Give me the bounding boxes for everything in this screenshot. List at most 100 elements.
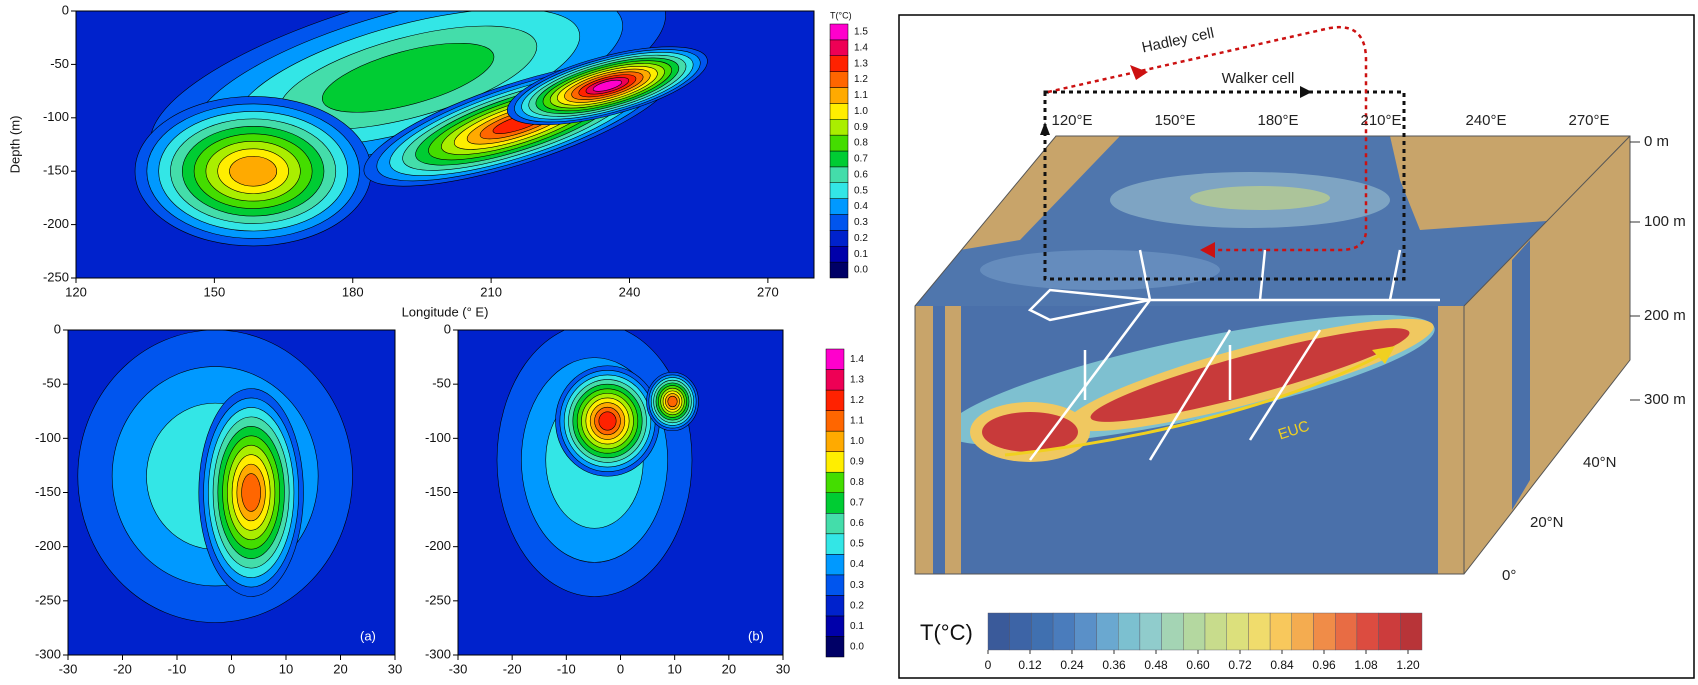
colorbar-swatch — [830, 56, 848, 72]
colorbar-swatch — [1270, 613, 1292, 650]
y-tick-label: 0 — [54, 321, 61, 336]
y-tick-label: -250 — [35, 592, 61, 607]
colorbar-tick-label: 0.9 — [854, 122, 868, 133]
contour-field — [68, 330, 395, 655]
y-tick-label: -250 — [43, 269, 69, 284]
colorbar-tick-label: 0.1 — [850, 621, 864, 632]
x-tick-label: 180 — [342, 284, 364, 299]
colorbar-tick-label: 1.3 — [850, 374, 864, 385]
colorbar-tick-label: 0.4 — [850, 559, 864, 570]
colorbar-tick-label: 0.84 — [1270, 658, 1294, 672]
colorbar-swatch — [830, 72, 848, 88]
colorbar-tick-label: 0.8 — [850, 477, 864, 488]
panel-label: (b) — [748, 628, 764, 643]
y-tick-label: -100 — [425, 430, 451, 445]
longitude-label: 270°E — [1568, 112, 1609, 129]
latitude-label: 0° — [1502, 567, 1516, 584]
colorbar-tick-label: 0.4 — [854, 201, 868, 212]
colorbar-tick-label: 0.1 — [854, 249, 868, 260]
colorbar-swatch — [1400, 613, 1422, 650]
contour-level — [242, 474, 261, 512]
y-tick-label: -200 — [43, 216, 69, 231]
colorbar-swatch — [1053, 613, 1075, 650]
colorbar-swatch — [830, 246, 848, 262]
x-tick-label: 10 — [667, 661, 681, 676]
x-tick-label: -20 — [113, 661, 132, 676]
colorbar-tick-label: 0.48 — [1144, 658, 1168, 672]
colorbar-swatch — [1031, 613, 1053, 650]
colorbar-swatch — [830, 40, 848, 56]
side-ocean — [1512, 240, 1530, 510]
walker-label: Walker cell — [1222, 70, 1295, 87]
y-tick-label: -300 — [425, 646, 451, 661]
colorbar-tick-label: 1.2 — [850, 395, 864, 406]
colorbar-tick-label: 1.3 — [854, 58, 868, 69]
colorbar-swatch — [826, 513, 844, 534]
depth-label: 200 m — [1644, 307, 1686, 324]
colorbar-swatch — [1227, 613, 1249, 650]
colorbar-swatch — [830, 135, 848, 151]
colorbar-swatch — [826, 554, 844, 575]
longitude-label: 210°E — [1360, 112, 1401, 129]
colorbar-swatch — [826, 493, 844, 514]
colorbar-swatch — [830, 199, 848, 215]
colorbar-swatch — [1075, 613, 1097, 650]
colorbar-tick-label: 1.20 — [1396, 658, 1420, 672]
colorbar-swatch — [826, 636, 844, 657]
x-tick-label: -10 — [557, 661, 576, 676]
colorbar-swatch — [1205, 613, 1227, 650]
colorbar-swatch — [1292, 613, 1314, 650]
x-tick-label: 20 — [722, 661, 736, 676]
colorbar-swatch — [826, 349, 844, 370]
latitude-label: 40°N — [1583, 454, 1617, 471]
colorbar-tick-label: 1.1 — [854, 90, 868, 101]
colorbar-swatch — [830, 88, 848, 104]
colorbar-tick-label: 0.0 — [854, 265, 868, 276]
x-tick-label: 150 — [204, 284, 226, 299]
colorbar-tick-label: 0.6 — [854, 169, 868, 180]
colorbar-swatch — [830, 103, 848, 119]
colorbar-swatch — [826, 575, 844, 596]
colorbar-swatch — [1335, 613, 1357, 650]
y-tick-label: -250 — [425, 592, 451, 607]
x-tick-label: 0 — [617, 661, 624, 676]
contour-field — [458, 324, 783, 656]
x-tick-label: 20 — [333, 661, 347, 676]
y-tick-label: 0 — [444, 321, 451, 336]
colorbar-tick-label: 0 — [985, 658, 992, 672]
colorbar-swatch — [1162, 613, 1184, 650]
colorbar-swatch — [1183, 613, 1205, 650]
colorbar-tick-label: 0.3 — [854, 217, 868, 228]
y-tick-label: -300 — [35, 646, 61, 661]
x-tick-label: 10 — [279, 661, 293, 676]
colorbar-swatch — [830, 119, 848, 135]
colorbar-tick-label: 0.60 — [1186, 658, 1210, 672]
y-tick-label: -150 — [35, 484, 61, 499]
colorbar-tick-label: 0.8 — [854, 138, 868, 149]
colorbar-swatch — [830, 167, 848, 183]
y-tick-label: -50 — [432, 376, 451, 391]
y-tick-label: -200 — [425, 538, 451, 553]
x-tick-label: 270 — [757, 284, 779, 299]
colorbar-swatch — [830, 24, 848, 40]
colorbar-swatch — [1248, 613, 1270, 650]
longitude-label: 150°E — [1154, 112, 1195, 129]
colorbar-tick-label: 1.08 — [1354, 658, 1378, 672]
y-tick-label: -150 — [425, 484, 451, 499]
colorbar-tick-label: 0.24 — [1060, 658, 1084, 672]
x-tick-label: 240 — [619, 284, 641, 299]
colorbar-swatch — [830, 262, 848, 278]
colorbar-swatch — [1140, 613, 1162, 650]
colorbar-tick-label: 0.5 — [850, 539, 864, 550]
colorbar-tick-label: 0.2 — [854, 233, 868, 244]
y-axis-label: Depth (m) — [7, 116, 22, 174]
colorbar-tick-label: 0.72 — [1228, 658, 1252, 672]
depth-label: 300 m — [1644, 391, 1686, 408]
colorbar-tick-label: 0.5 — [854, 185, 868, 196]
colorbar-tick-label: 1.0 — [854, 106, 868, 117]
x-tick-label: 30 — [776, 661, 790, 676]
colorbar-swatch — [826, 390, 844, 411]
colorbar-tick-label: 0.7 — [854, 154, 868, 165]
colorbar-swatch — [830, 151, 848, 167]
longitude-label: 120°E — [1051, 112, 1092, 129]
